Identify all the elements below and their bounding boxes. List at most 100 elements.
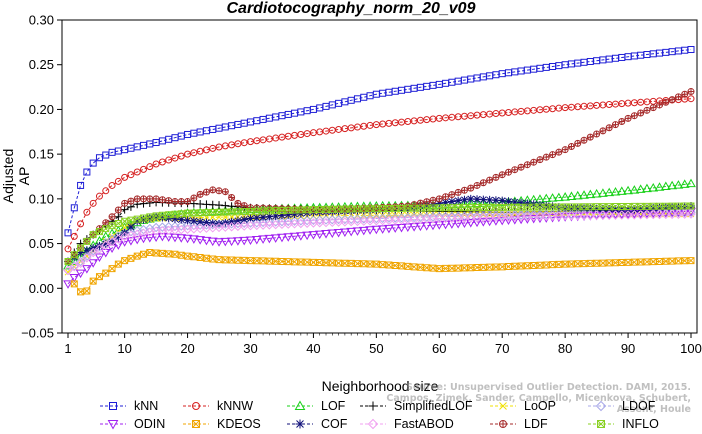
x-tick-label: 80 — [558, 341, 572, 356]
point-lof — [547, 193, 558, 202]
point-odin — [245, 236, 256, 246]
point-kdeos — [404, 262, 412, 270]
point-inflo — [177, 210, 185, 218]
point-fastabod — [327, 217, 338, 228]
point-cof — [290, 210, 299, 219]
point-lof — [654, 182, 665, 191]
point-knnw — [121, 173, 129, 181]
point-cof — [542, 201, 551, 210]
point-fastabod — [308, 218, 319, 228]
point-ldof — [321, 215, 331, 225]
point-cof — [95, 241, 104, 250]
point-kdeos — [114, 260, 122, 268]
point-kdeos — [77, 288, 85, 296]
series-line-fastabod — [67, 213, 691, 271]
point-odin — [277, 233, 287, 243]
series-inflo — [64, 202, 695, 265]
point-odin — [82, 265, 92, 274]
point-cof — [485, 195, 494, 204]
point-ldof — [478, 211, 489, 221]
point-cof — [233, 216, 242, 225]
point-ldf — [429, 196, 437, 204]
point-odin — [264, 234, 275, 244]
point-cof — [240, 215, 249, 224]
point-odin — [258, 235, 268, 244]
point-fastabod — [371, 216, 382, 226]
point-odin — [220, 237, 231, 247]
point-kdeos — [146, 249, 154, 257]
point-kdeos — [140, 250, 148, 258]
point-ldf — [574, 139, 582, 147]
point-cof — [460, 195, 469, 204]
point-knnw — [83, 208, 91, 216]
point-kdeos — [385, 261, 393, 269]
point-fastabod — [579, 210, 589, 221]
point-ldof — [421, 212, 432, 222]
legend-item-ldf: LDF — [490, 417, 548, 431]
point-lof — [629, 185, 640, 194]
point-kdeos — [165, 250, 173, 258]
point-simplifiedlof — [114, 212, 123, 221]
point-cof — [284, 210, 293, 219]
point-cof — [259, 213, 268, 222]
point-odin — [302, 231, 312, 241]
point-ldof — [359, 214, 369, 224]
point-ldf — [580, 136, 588, 144]
point-inflo — [146, 213, 154, 221]
point-knnw — [89, 199, 97, 207]
legend-label-lof: LOF — [321, 399, 346, 413]
series-kdeos — [70, 249, 695, 296]
point-fastabod — [396, 215, 407, 225]
point-fastabod — [629, 210, 640, 220]
point-ldof — [484, 210, 495, 221]
point-cof — [170, 214, 179, 223]
point-ldf — [146, 195, 154, 203]
point-kdeos — [530, 261, 538, 269]
point-ldf — [656, 101, 664, 109]
point-cof — [668, 203, 677, 212]
point-ldof — [365, 214, 375, 224]
point-inflo — [83, 237, 91, 245]
point-ldf — [234, 199, 242, 207]
point-fastabod — [453, 213, 463, 223]
point-odin — [572, 212, 583, 222]
point-fastabod — [484, 212, 495, 223]
legend-label-ldf: LDF — [524, 417, 548, 431]
point-odin — [321, 230, 331, 239]
point-fastabod — [69, 262, 80, 272]
point-fastabod — [598, 210, 608, 221]
point-cof — [246, 214, 255, 223]
point-inflo — [133, 215, 141, 223]
point-kdeos — [284, 258, 292, 266]
point-cof — [454, 196, 463, 205]
axes-layer: 1 10 20 30 40 50 60 70 80 90 100 −0.05 0.00 0.05 0.10 0… — [21, 13, 702, 357]
point-kdeos — [259, 257, 267, 265]
legend-swatch-marker — [192, 420, 200, 428]
point-fastabod — [491, 212, 501, 223]
point-cof — [592, 204, 601, 213]
legend-item-odin: ODIN — [100, 417, 165, 431]
point-ldf — [555, 148, 563, 156]
point-ldof — [428, 212, 438, 222]
point-cof — [145, 214, 154, 223]
point-fastabod — [333, 217, 344, 227]
point-knnw — [687, 95, 695, 103]
point-kdeos — [133, 252, 141, 260]
point-lof — [472, 198, 482, 208]
point-ldf — [442, 193, 450, 201]
point-ldf — [423, 198, 431, 206]
point-fastabod — [447, 213, 457, 223]
point-inflo — [114, 219, 122, 227]
point-ldof — [566, 209, 577, 219]
point-lof — [566, 191, 577, 200]
point-lof — [598, 188, 608, 197]
point-fastabod — [440, 213, 451, 224]
point-lof — [635, 184, 646, 193]
point-fastabod — [516, 212, 526, 222]
point-knnw — [209, 144, 217, 152]
point-cof — [479, 195, 488, 204]
point-knn — [687, 46, 695, 54]
point-knnw — [190, 149, 198, 157]
point-odin — [75, 269, 86, 279]
